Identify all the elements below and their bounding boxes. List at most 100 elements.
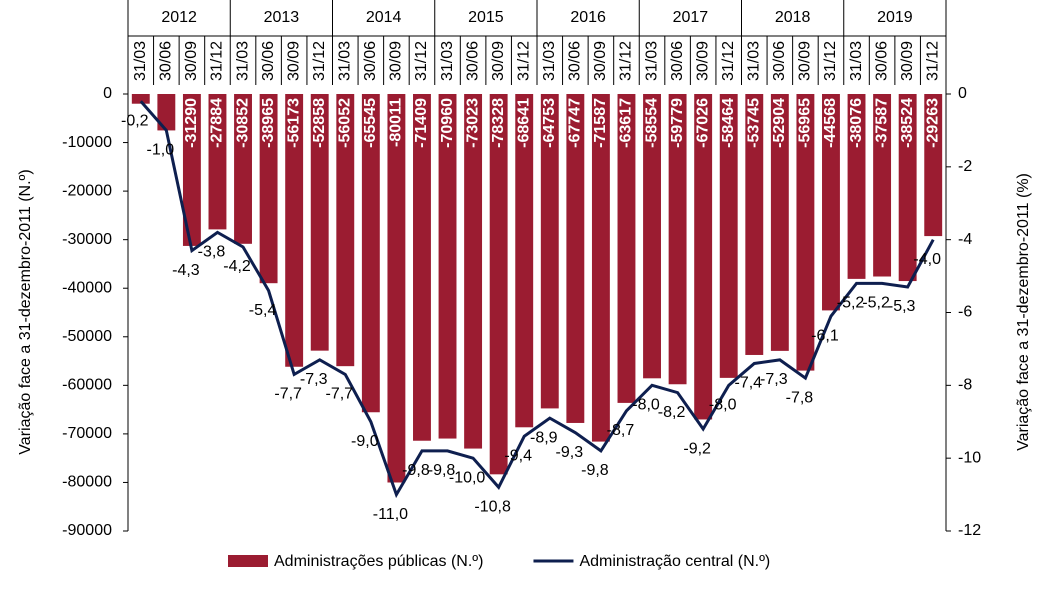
bar [822, 94, 840, 311]
y-tick-label: -50000 [62, 328, 112, 345]
y2-tick-label: -10 [958, 449, 981, 466]
line-value-label: -9,8 [581, 462, 609, 479]
bar-value-label: -71587 [592, 98, 609, 148]
bar [285, 94, 304, 367]
bar [157, 94, 176, 131]
line-value-label: -9,2 [683, 440, 711, 457]
bar-value-label: -73023 [464, 98, 481, 148]
legend-label: Administração central (N.º) [579, 553, 770, 570]
date-label: 31/12 [413, 41, 430, 81]
bar [489, 94, 508, 475]
bar-value-label: -70960 [439, 98, 456, 148]
bar [694, 94, 713, 420]
date-label: 31/03 [132, 41, 149, 81]
y-tick-label: -60000 [62, 377, 112, 394]
year-label: 2018 [775, 9, 811, 26]
line-value-label: -9,8 [402, 462, 430, 479]
y2-tick-label: -2 [958, 158, 972, 175]
date-label: 31/03 [746, 41, 763, 81]
date-label: 30/09 [694, 41, 711, 81]
bar-value-label: -29263 [924, 98, 941, 148]
line-value-label: -10,8 [474, 499, 511, 516]
line-value-label: -8,9 [530, 429, 558, 446]
year-label: 2016 [570, 9, 606, 26]
date-label: 30/09 [285, 41, 302, 81]
line [139, 100, 935, 499]
y2-tick-label: -12 [958, 522, 981, 539]
y-tick-label: -80000 [62, 474, 112, 491]
bar [182, 94, 201, 246]
line-value-label: -9,3 [556, 444, 584, 461]
bar [873, 94, 892, 277]
line-value-label: -9,8 [428, 462, 456, 479]
y-axis-title: Variação face a 31-dezembro-2011 (N.º) [17, 169, 34, 454]
date-label: 30/09 [388, 41, 405, 81]
year-label: 2012 [161, 9, 197, 26]
date-label: 31/12 [822, 41, 839, 81]
year-label: 2015 [468, 9, 504, 26]
line-value-label: -10,0 [449, 469, 486, 486]
line-value-label: -5,2 [837, 295, 865, 312]
bar [745, 94, 764, 355]
line-value-label: -7,3 [760, 371, 788, 388]
date-label: 30/06 [771, 41, 788, 81]
date-label: 30/06 [873, 41, 890, 81]
date-label: 31/12 [209, 41, 226, 81]
bar [668, 94, 687, 385]
bar-value-label: -68641 [515, 98, 532, 148]
y-tick-label: -70000 [62, 425, 112, 442]
line-value-label: -9,0 [351, 433, 379, 450]
y-tick-label: -90000 [62, 522, 112, 539]
bar [131, 94, 150, 104]
bar-value-label: -38524 [899, 98, 916, 148]
line-value-label: -5,4 [249, 302, 277, 319]
date-label: 30/09 [490, 41, 507, 81]
y2-tick-label: -4 [958, 231, 972, 248]
bar [770, 94, 789, 351]
y2-tick-label: -8 [958, 377, 972, 394]
legend-label: Administrações públicas (N.º) [274, 553, 483, 570]
bar [796, 94, 815, 371]
y-tick-label: -40000 [62, 279, 112, 296]
bar [898, 94, 917, 282]
bar [438, 94, 457, 439]
date-label: 30/06 [362, 41, 379, 81]
date-label: 31/12 [618, 41, 635, 81]
line-value-label: -7,7 [274, 386, 302, 403]
bar [387, 94, 406, 483]
bar-value-label: -56173 [285, 98, 302, 148]
bar [208, 94, 227, 230]
y2-tick-label: 0 [958, 85, 967, 102]
bar-value-label: -52904 [771, 98, 788, 148]
bar-value-label: -56052 [337, 98, 354, 148]
date-label: 31/12 [311, 41, 328, 81]
bar-value-label: -64753 [541, 98, 558, 148]
line-value-label: -7,8 [786, 389, 814, 406]
line-value-label: -6,1 [811, 327, 839, 344]
bar-value-label: -59779 [669, 98, 686, 148]
line-value-label: -9,4 [504, 448, 532, 465]
bar-value-label: -30852 [234, 98, 251, 148]
date-label: 31/03 [337, 41, 354, 81]
bar [566, 94, 585, 423]
line-value-label: -3,8 [198, 244, 226, 261]
date-label: 30/09 [797, 41, 814, 81]
bar-value-label: -67026 [694, 98, 711, 148]
date-label: 30/06 [464, 41, 481, 81]
date-label: 31/03 [643, 41, 660, 81]
date-label: 31/03 [234, 41, 251, 81]
legend-swatch [228, 555, 268, 567]
line-value-label: -11,0 [373, 506, 408, 523]
bar-value-label: -31290 [183, 98, 200, 148]
bar-value-label: -44568 [822, 98, 839, 148]
line-value-label: -8,7 [607, 422, 635, 439]
date-label: 31/03 [848, 41, 865, 81]
bar [336, 94, 355, 367]
y-tick-label: -30000 [62, 231, 112, 248]
bar [719, 94, 738, 378]
line-value-label: -7,4 [734, 375, 762, 392]
date-label: 31/03 [439, 41, 456, 81]
date-label: 31/12 [924, 41, 941, 81]
bar [591, 94, 610, 442]
